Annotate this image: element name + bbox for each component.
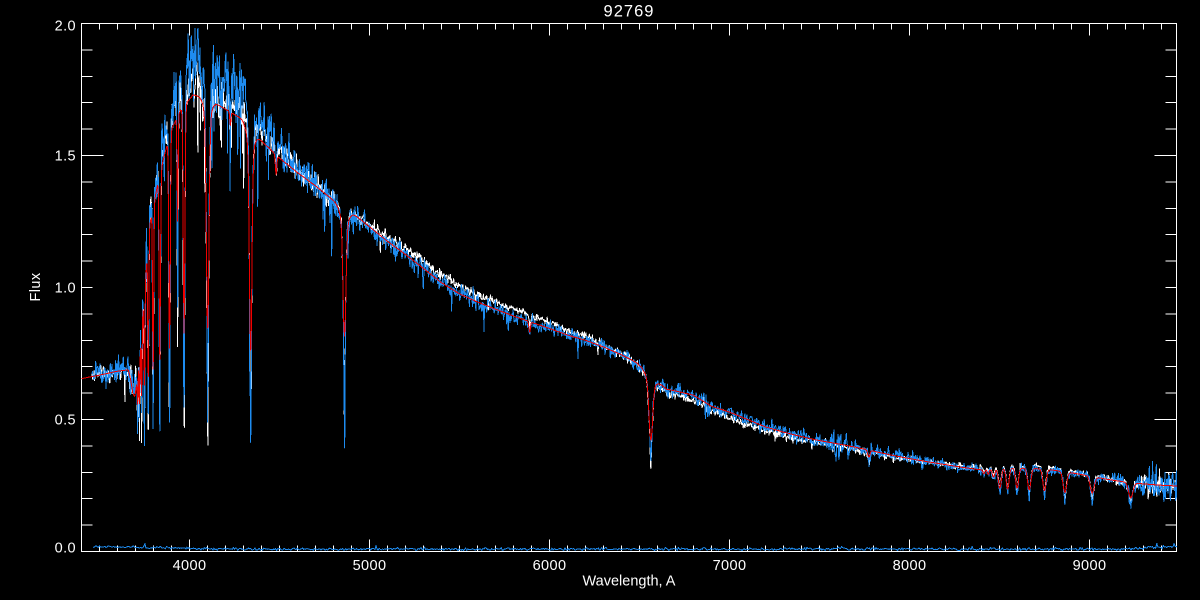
svg-text:92769: 92769 <box>604 3 655 21</box>
svg-text:0.0: 0.0 <box>55 541 76 557</box>
svg-text:7000: 7000 <box>713 558 747 574</box>
svg-text:1.0: 1.0 <box>55 281 76 297</box>
svg-text:6000: 6000 <box>533 558 567 574</box>
svg-text:2.0: 2.0 <box>55 19 76 35</box>
svg-text:8000: 8000 <box>893 558 927 574</box>
svg-text:9000: 9000 <box>1073 558 1107 574</box>
svg-text:Flux: Flux <box>28 272 44 301</box>
svg-text:5000: 5000 <box>353 558 387 574</box>
svg-text:4000: 4000 <box>173 558 207 574</box>
svg-text:1.5: 1.5 <box>55 149 76 165</box>
svg-text:Wavelength, A: Wavelength, A <box>583 574 676 590</box>
svg-text:0.5: 0.5 <box>55 413 76 429</box>
